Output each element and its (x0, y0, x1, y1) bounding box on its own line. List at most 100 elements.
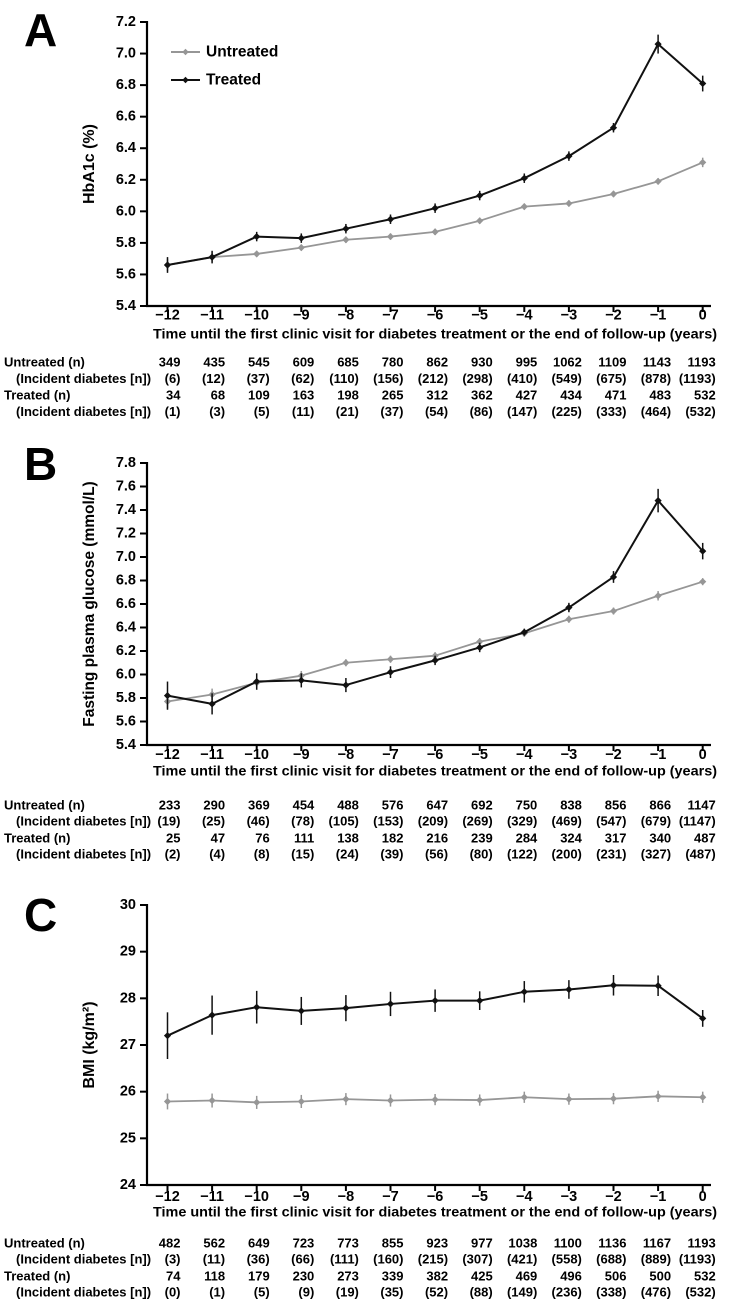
table-cell: (39) (380, 847, 403, 862)
table-cell: 1038 (508, 1236, 537, 1251)
table-cell: (35) (380, 1285, 403, 1300)
table-cell: (62) (291, 371, 314, 386)
x-tick-label: −8 (338, 747, 355, 763)
panel-letter-c: C (24, 889, 57, 941)
table-cell: (54) (425, 404, 448, 419)
legend-swatch-treated (171, 76, 200, 84)
data-point-marker (342, 681, 350, 689)
y-tick-label: 7.4 (116, 502, 136, 518)
table-cell: (1193) (679, 1252, 716, 1267)
panel-letter-a: A (24, 4, 57, 56)
table-cell: 1167 (643, 1236, 671, 1251)
table-cell: 454 (293, 798, 315, 813)
x-tick-label: −9 (293, 308, 310, 324)
bmi-chart: C BMI (kg/m²) Time until the first clini… (4, 889, 717, 1300)
y-axis-title: Fasting plasma glucose (mmol/L) (81, 481, 98, 726)
table-row-label: (Incident diabetes [n]) (16, 847, 151, 862)
y-tick-label: 6.2 (116, 643, 136, 659)
y-tick-label: 7.2 (116, 14, 136, 30)
sample-table: Untreated (n) 233 290 369 454 488 576 647 692 750… (4, 798, 716, 862)
y-tick-label: 5.6 (116, 714, 136, 730)
table-cell: 930 (471, 355, 493, 370)
x-tick-label: −3 (561, 1189, 578, 1205)
table-row-label: Treated (n) (4, 831, 70, 846)
table-row-label: Untreated (n) (4, 355, 85, 370)
table-cell: (8) (254, 847, 270, 862)
table-cell: 488 (337, 798, 359, 813)
table-cell: 649 (248, 1236, 270, 1251)
y-tick-label: 29 (120, 944, 136, 960)
data-point-marker (253, 1098, 261, 1106)
table-row-label: (Incident diabetes [n]) (16, 1285, 151, 1300)
table-cell: 773 (337, 1236, 359, 1251)
table-cell: (5) (254, 1285, 270, 1300)
table-cell: (12) (202, 371, 225, 386)
data-point-marker (520, 1093, 528, 1101)
x-tick-label: −7 (382, 1189, 399, 1205)
table-cell: 230 (293, 1269, 315, 1284)
y-tick-label: 6.8 (116, 77, 136, 93)
data-point-marker (431, 204, 439, 212)
table-cell: 76 (255, 831, 269, 846)
y-tick-label: 5.8 (116, 690, 136, 706)
x-tick-label: −3 (561, 747, 578, 763)
table-cell: (688) (596, 1252, 626, 1267)
data-point-marker (253, 1003, 261, 1011)
y-tick-label: 30 (120, 897, 136, 913)
table-cell: 1136 (598, 1236, 626, 1251)
table-cell: 109 (248, 388, 270, 403)
y-tick-label: 6.4 (116, 140, 136, 156)
table-cell: (36) (247, 1252, 270, 1267)
x-tick-label: −5 (471, 747, 488, 763)
x-tick-label: −4 (516, 747, 533, 763)
data-point-marker (297, 1007, 305, 1015)
table-cell: (410) (507, 371, 537, 386)
table-cell: 995 (516, 355, 538, 370)
y-tick-label: 27 (120, 1037, 136, 1053)
data-point-marker (476, 217, 484, 225)
y-tick-label: 28 (120, 990, 136, 1006)
table-cell: (11) (203, 1252, 225, 1267)
table-cell: 34 (166, 388, 181, 403)
panel-a: A HbA1c (%) Time until the first clinic … (0, 0, 734, 440)
y-tick-label: 7.2 (116, 526, 136, 542)
table-cell: 609 (293, 355, 315, 370)
data-point-marker (654, 40, 662, 48)
table-cell: (147) (507, 404, 537, 419)
series-untreated (163, 157, 707, 272)
data-point-marker (699, 158, 707, 167)
table-cell: (215) (418, 1252, 448, 1267)
table-cell: (153) (373, 814, 403, 829)
sample-table: Untreated (n) 482 562 649 723 773 855 923 977 103… (4, 1236, 716, 1300)
table-cell: (532) (685, 404, 715, 419)
table-cell: 118 (204, 1269, 225, 1284)
series-line (167, 161, 704, 266)
data-point-marker (386, 655, 395, 663)
table-row-label: Untreated (n) (4, 798, 85, 813)
x-tick-label: −6 (427, 747, 444, 763)
table-cell: (476) (641, 1285, 671, 1300)
table-cell: (24) (336, 847, 359, 862)
data-point-marker (654, 982, 662, 990)
data-point-marker (386, 668, 395, 676)
y-tick-label: 7.6 (116, 479, 136, 495)
table-cell: 532 (694, 1269, 716, 1284)
table-cell: 111 (294, 831, 314, 846)
data-point-marker (699, 578, 707, 586)
table-cell: 923 (426, 1236, 448, 1251)
table-cell: 500 (649, 1269, 671, 1284)
table-cell: (11) (292, 404, 314, 419)
data-point-marker (342, 659, 350, 667)
table-cell: 324 (560, 831, 582, 846)
table-cell: 483 (649, 388, 671, 403)
table-cell: 1143 (643, 355, 671, 370)
y-tick-label: 5.4 (116, 298, 136, 314)
series-treated (163, 975, 707, 1059)
table-cell: (209) (418, 814, 448, 829)
data-point-marker (342, 225, 350, 233)
fpg-chart: B Fasting plasma glucose (mmol/L) Time u… (4, 438, 717, 862)
data-point-marker (297, 1097, 305, 1106)
table-cell: 685 (337, 355, 359, 370)
